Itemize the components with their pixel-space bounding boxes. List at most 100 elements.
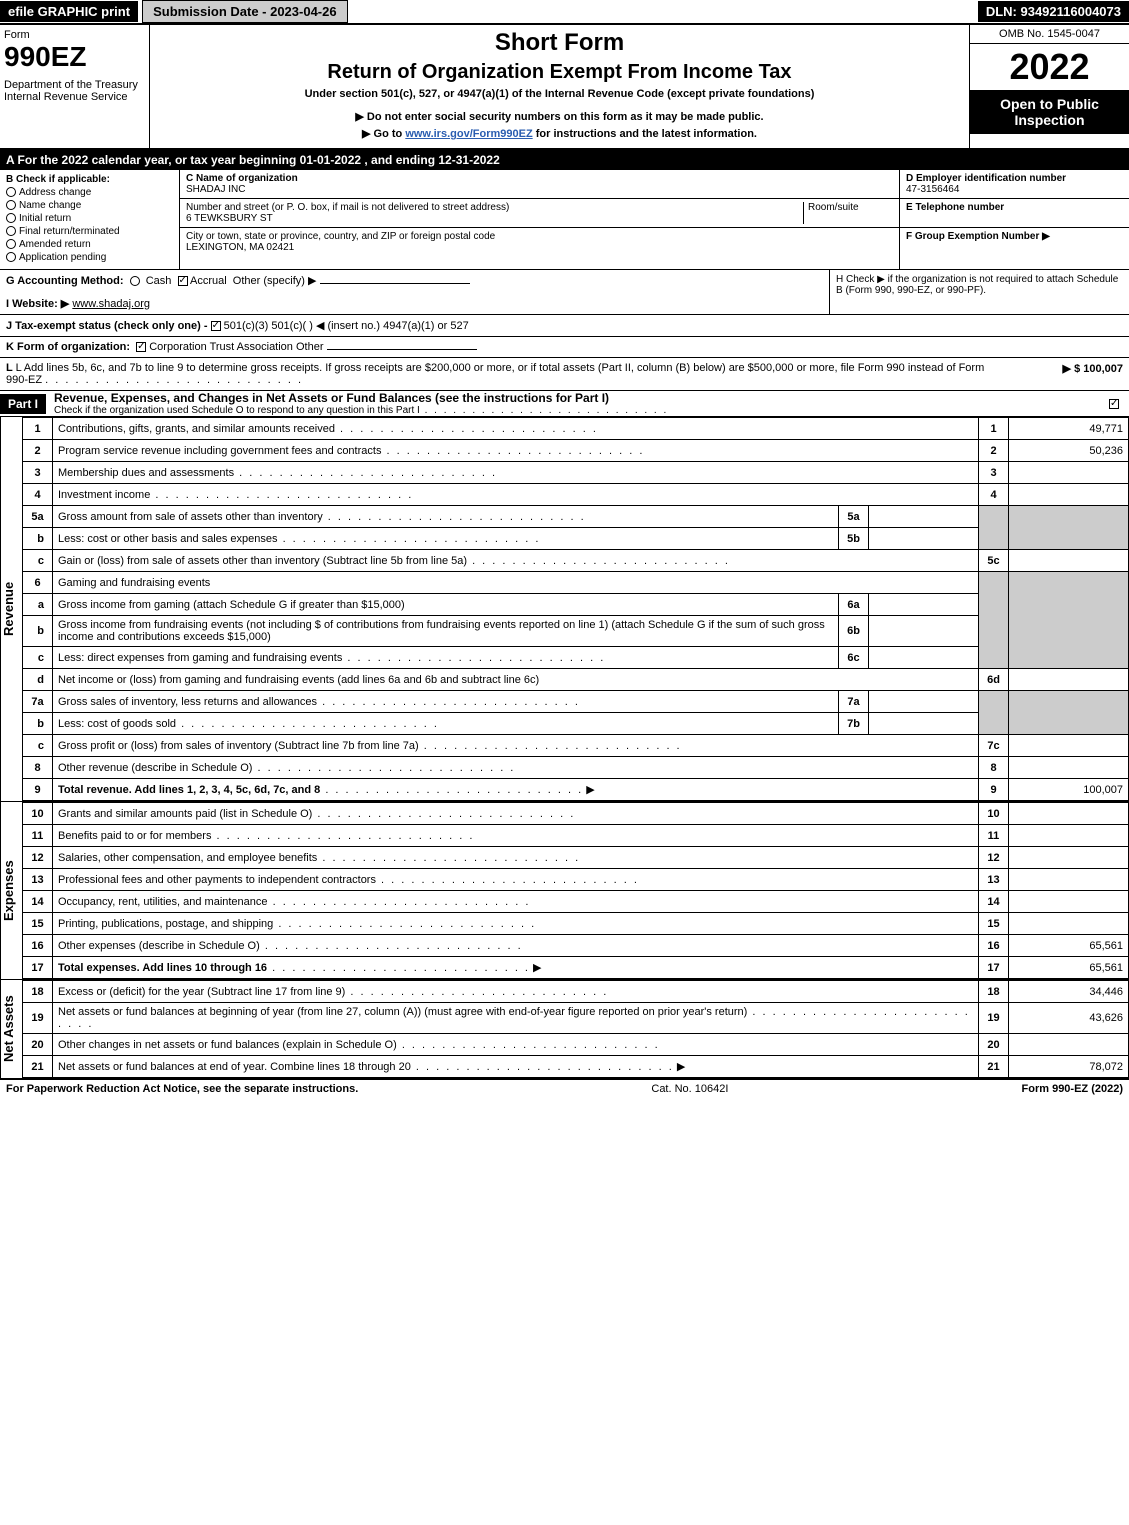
part1-sub: Check if the organization used Schedule … bbox=[54, 405, 1099, 416]
b-header: B Check if applicable: bbox=[6, 174, 173, 185]
submission-date: Submission Date - 2023-04-26 bbox=[142, 0, 348, 23]
c-name-block: C Name of organization SHADAJ INC bbox=[180, 170, 899, 199]
l-row: L L Add lines 5b, 6c, and 7b to line 9 t… bbox=[0, 358, 1129, 391]
line-11: 11Benefits paid to or for members11 bbox=[23, 825, 1129, 847]
row-a-text: A For the 2022 calendar year, or tax yea… bbox=[6, 153, 500, 167]
k-label: K Form of organization: bbox=[6, 341, 130, 353]
form-label: Form bbox=[4, 29, 145, 41]
line-7c: cGross profit or (loss) from sales of in… bbox=[23, 735, 1129, 757]
expenses-table: 10Grants and similar amounts paid (list … bbox=[22, 802, 1129, 979]
header-right: OMB No. 1545-0047 2022 Open to Public In… bbox=[969, 25, 1129, 148]
line-19: 19Net assets or fund balances at beginni… bbox=[23, 1003, 1129, 1034]
chk-final-return[interactable]: Final return/terminated bbox=[6, 226, 173, 237]
line-6: 6Gaming and fundraising events bbox=[23, 572, 1129, 594]
street: 6 TEWKSBURY ST bbox=[186, 213, 273, 224]
column-d: D Employer identification number 47-3156… bbox=[899, 170, 1129, 269]
omb-number: OMB No. 1545-0047 bbox=[970, 25, 1129, 44]
header-left: Form 990EZ Department of the Treasury In… bbox=[0, 25, 150, 148]
line-5b: bLess: cost or other basis and sales exp… bbox=[23, 528, 1129, 550]
line-7a: 7aGross sales of inventory, less returns… bbox=[23, 691, 1129, 713]
part1-check[interactable] bbox=[1099, 398, 1129, 410]
revenue-vlabel: Revenue bbox=[0, 417, 22, 801]
chk-address-change[interactable]: Address change bbox=[6, 187, 173, 198]
line-14: 14Occupancy, rent, utilities, and mainte… bbox=[23, 891, 1129, 913]
netassets-section: Net Assets 18Excess or (deficit) for the… bbox=[0, 980, 1129, 1079]
page-footer: For Paperwork Reduction Act Notice, see … bbox=[0, 1079, 1129, 1098]
line-16: 16Other expenses (describe in Schedule O… bbox=[23, 935, 1129, 957]
j-label: J Tax-exempt status (check only one) - bbox=[6, 320, 211, 332]
tax-year: 2022 bbox=[970, 44, 1129, 90]
chk-initial-return[interactable]: Initial return bbox=[6, 213, 173, 224]
l-amount: ▶ $ 100,007 bbox=[1003, 362, 1123, 386]
h-check: H Check ▶ if the organization is not req… bbox=[829, 270, 1129, 314]
irs-link[interactable]: www.irs.gov/Form990EZ bbox=[405, 128, 532, 140]
line-13: 13Professional fees and other payments t… bbox=[23, 869, 1129, 891]
row-a-calendar: A For the 2022 calendar year, or tax yea… bbox=[0, 150, 1129, 170]
under-section: Under section 501(c), 527, or 4947(a)(1)… bbox=[158, 88, 961, 100]
instr2-post: for instructions and the latest informat… bbox=[533, 128, 757, 140]
header-middle: Short Form Return of Organization Exempt… bbox=[150, 25, 969, 148]
chk-501c3[interactable] bbox=[211, 321, 221, 331]
part1-header-row: Part I Revenue, Expenses, and Changes in… bbox=[0, 391, 1129, 417]
chk-accrual[interactable] bbox=[178, 276, 188, 286]
room-label: Room/suite bbox=[808, 202, 859, 213]
j-row: J Tax-exempt status (check only one) - 5… bbox=[0, 315, 1129, 337]
topbar-left: efile GRAPHIC print Submission Date - 20… bbox=[0, 0, 348, 23]
org-name: SHADAJ INC bbox=[186, 184, 245, 195]
city: LEXINGTON, MA 02421 bbox=[186, 242, 294, 253]
footer-right: Form 990-EZ (2022) bbox=[1022, 1083, 1123, 1095]
line-12: 12Salaries, other compensation, and empl… bbox=[23, 847, 1129, 869]
i-label: I Website: ▶ bbox=[6, 298, 69, 310]
line-20: 20Other changes in net assets or fund ba… bbox=[23, 1034, 1129, 1056]
website-link[interactable]: www.shadaj.org bbox=[72, 298, 150, 310]
group-block: F Group Exemption Number ▶ bbox=[900, 228, 1129, 245]
open-to-public: Open to Public Inspection bbox=[970, 90, 1129, 134]
g-label: G Accounting Method: bbox=[6, 275, 124, 287]
efile-label: efile GRAPHIC print bbox=[0, 1, 138, 22]
street-label: Number and street (or P. O. box, if mail… bbox=[186, 202, 509, 213]
footer-mid: Cat. No. 10642I bbox=[651, 1083, 728, 1095]
revenue-table: 1Contributions, gifts, grants, and simil… bbox=[22, 417, 1129, 801]
form-number: 990EZ bbox=[4, 41, 145, 73]
expenses-vlabel: Expenses bbox=[0, 802, 22, 979]
part1-title: Revenue, Expenses, and Changes in Net As… bbox=[54, 391, 1099, 405]
ein-label: D Employer identification number bbox=[906, 173, 1066, 184]
chk-corp[interactable] bbox=[136, 342, 146, 352]
tel-block: E Telephone number bbox=[900, 199, 1129, 228]
dln-label: DLN: 93492116004073 bbox=[978, 1, 1129, 22]
k-row: K Form of organization: Corporation Trus… bbox=[0, 337, 1129, 358]
line-9: 9Total revenue. Add lines 1, 2, 3, 4, 5c… bbox=[23, 779, 1129, 801]
city-label: City or town, state or province, country… bbox=[186, 231, 495, 242]
line-1: 1Contributions, gifts, grants, and simil… bbox=[23, 418, 1129, 440]
line-15: 15Printing, publications, postage, and s… bbox=[23, 913, 1129, 935]
group-label: F Group Exemption Number ▶ bbox=[906, 231, 1050, 242]
ein-block: D Employer identification number 47-3156… bbox=[900, 170, 1129, 199]
return-title: Return of Organization Exempt From Incom… bbox=[158, 61, 961, 84]
expenses-section: Expenses 10Grants and similar amounts pa… bbox=[0, 802, 1129, 980]
revenue-section: Revenue 1Contributions, gifts, grants, a… bbox=[0, 417, 1129, 802]
netassets-table: 18Excess or (deficit) for the year (Subt… bbox=[22, 980, 1129, 1078]
h-text: H Check ▶ if the organization is not req… bbox=[836, 274, 1118, 296]
chk-cash[interactable] bbox=[130, 276, 140, 286]
g-accounting: G Accounting Method: Cash Accrual Other … bbox=[0, 270, 829, 314]
line-6b: bGross income from fundraising events (n… bbox=[23, 616, 1129, 647]
tel-label: E Telephone number bbox=[906, 202, 1004, 213]
c-street-block: Number and street (or P. O. box, if mail… bbox=[180, 199, 899, 228]
column-b: B Check if applicable: Address change Na… bbox=[0, 170, 180, 269]
info-block-bcd: B Check if applicable: Address change Na… bbox=[0, 170, 1129, 270]
c-name-label: C Name of organization bbox=[186, 173, 298, 184]
gh-row: G Accounting Method: Cash Accrual Other … bbox=[0, 270, 1129, 315]
line-6d: dNet income or (loss) from gaming and fu… bbox=[23, 669, 1129, 691]
chk-pending[interactable]: Application pending bbox=[6, 252, 173, 263]
line-5c: cGain or (loss) from sale of assets othe… bbox=[23, 550, 1129, 572]
instr2-pre: ▶ Go to bbox=[362, 128, 405, 140]
column-c: C Name of organization SHADAJ INC Number… bbox=[180, 170, 899, 269]
k-opts: Corporation Trust Association Other bbox=[149, 341, 323, 353]
instruction-1: ▶ Do not enter social security numbers o… bbox=[158, 110, 961, 123]
chk-name-change[interactable]: Name change bbox=[6, 200, 173, 211]
chk-amended[interactable]: Amended return bbox=[6, 239, 173, 250]
instruction-2: ▶ Go to www.irs.gov/Form990EZ for instru… bbox=[158, 127, 961, 140]
footer-left: For Paperwork Reduction Act Notice, see … bbox=[6, 1083, 358, 1095]
part1-badge: Part I bbox=[0, 394, 46, 414]
line-6c: cLess: direct expenses from gaming and f… bbox=[23, 647, 1129, 669]
